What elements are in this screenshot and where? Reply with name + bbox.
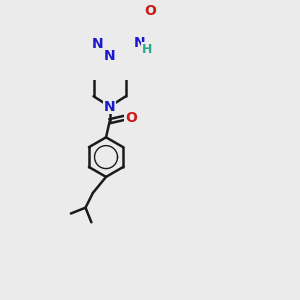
Text: O: O	[144, 4, 156, 17]
Text: N: N	[134, 36, 146, 50]
Text: N: N	[104, 49, 116, 63]
Text: N: N	[92, 37, 103, 51]
Text: O: O	[125, 110, 137, 124]
Text: N: N	[104, 100, 116, 113]
Text: H: H	[142, 43, 152, 56]
